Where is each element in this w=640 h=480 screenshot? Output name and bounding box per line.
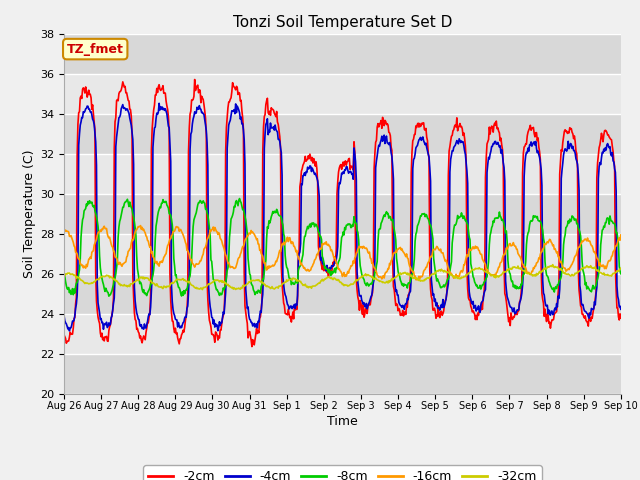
- -32cm: [60, 272, 68, 278]
- Bar: [64, 193, 621, 234]
- -8cm: [207, 257, 215, 263]
- -2cm: [335, 165, 343, 171]
- -8cm: [183, 287, 191, 293]
- Text: TZ_fmet: TZ_fmet: [67, 43, 124, 56]
- Line: -2cm: -2cm: [64, 80, 621, 347]
- Bar: [64, 73, 621, 114]
- Bar: [64, 234, 621, 274]
- -8cm: [445, 276, 452, 282]
- -8cm: [236, 196, 243, 202]
- -2cm: [445, 173, 452, 179]
- -32cm: [389, 277, 397, 283]
- -4cm: [617, 306, 625, 312]
- -4cm: [445, 281, 452, 287]
- -16cm: [137, 223, 145, 228]
- -8cm: [617, 271, 625, 276]
- -16cm: [413, 277, 421, 283]
- -2cm: [182, 313, 190, 319]
- -32cm: [207, 280, 215, 286]
- -2cm: [390, 284, 397, 289]
- -8cm: [105, 293, 113, 299]
- Line: -8cm: -8cm: [64, 199, 621, 296]
- -8cm: [335, 257, 343, 263]
- -16cm: [183, 248, 191, 253]
- -4cm: [60, 312, 68, 318]
- -16cm: [617, 232, 625, 238]
- -16cm: [445, 265, 452, 271]
- Bar: [64, 34, 621, 73]
- Bar: [64, 354, 621, 394]
- -4cm: [156, 100, 163, 106]
- -8cm: [568, 217, 575, 223]
- -4cm: [568, 142, 575, 147]
- Legend: -2cm, -4cm, -8cm, -16cm, -32cm: -2cm, -4cm, -8cm, -16cm, -32cm: [143, 465, 541, 480]
- -4cm: [208, 314, 216, 320]
- -32cm: [617, 265, 625, 271]
- Y-axis label: Soil Temperature (C): Soil Temperature (C): [23, 149, 36, 278]
- -8cm: [60, 270, 68, 276]
- -2cm: [191, 77, 198, 83]
- -32cm: [568, 273, 575, 278]
- -2cm: [60, 332, 68, 337]
- Title: Tonzi Soil Temperature Set D: Tonzi Soil Temperature Set D: [233, 15, 452, 30]
- Bar: [64, 274, 621, 313]
- Bar: [64, 114, 621, 154]
- -32cm: [335, 276, 342, 282]
- Line: -16cm: -16cm: [64, 226, 621, 280]
- -16cm: [60, 227, 68, 233]
- -2cm: [248, 344, 256, 349]
- -16cm: [335, 266, 342, 272]
- -16cm: [207, 228, 215, 234]
- -4cm: [390, 176, 397, 182]
- -32cm: [198, 287, 206, 292]
- -8cm: [390, 223, 397, 229]
- -32cm: [549, 262, 557, 267]
- Line: -32cm: -32cm: [64, 264, 621, 289]
- -16cm: [389, 253, 397, 259]
- Line: -4cm: -4cm: [64, 103, 621, 331]
- -2cm: [207, 324, 215, 330]
- Bar: [64, 154, 621, 193]
- -32cm: [444, 269, 451, 275]
- Bar: [64, 313, 621, 354]
- -2cm: [568, 126, 575, 132]
- -4cm: [65, 328, 73, 334]
- X-axis label: Time: Time: [327, 415, 358, 429]
- -2cm: [617, 315, 625, 321]
- -4cm: [335, 180, 343, 185]
- -16cm: [568, 262, 575, 268]
- -32cm: [182, 278, 190, 284]
- -4cm: [184, 303, 191, 309]
